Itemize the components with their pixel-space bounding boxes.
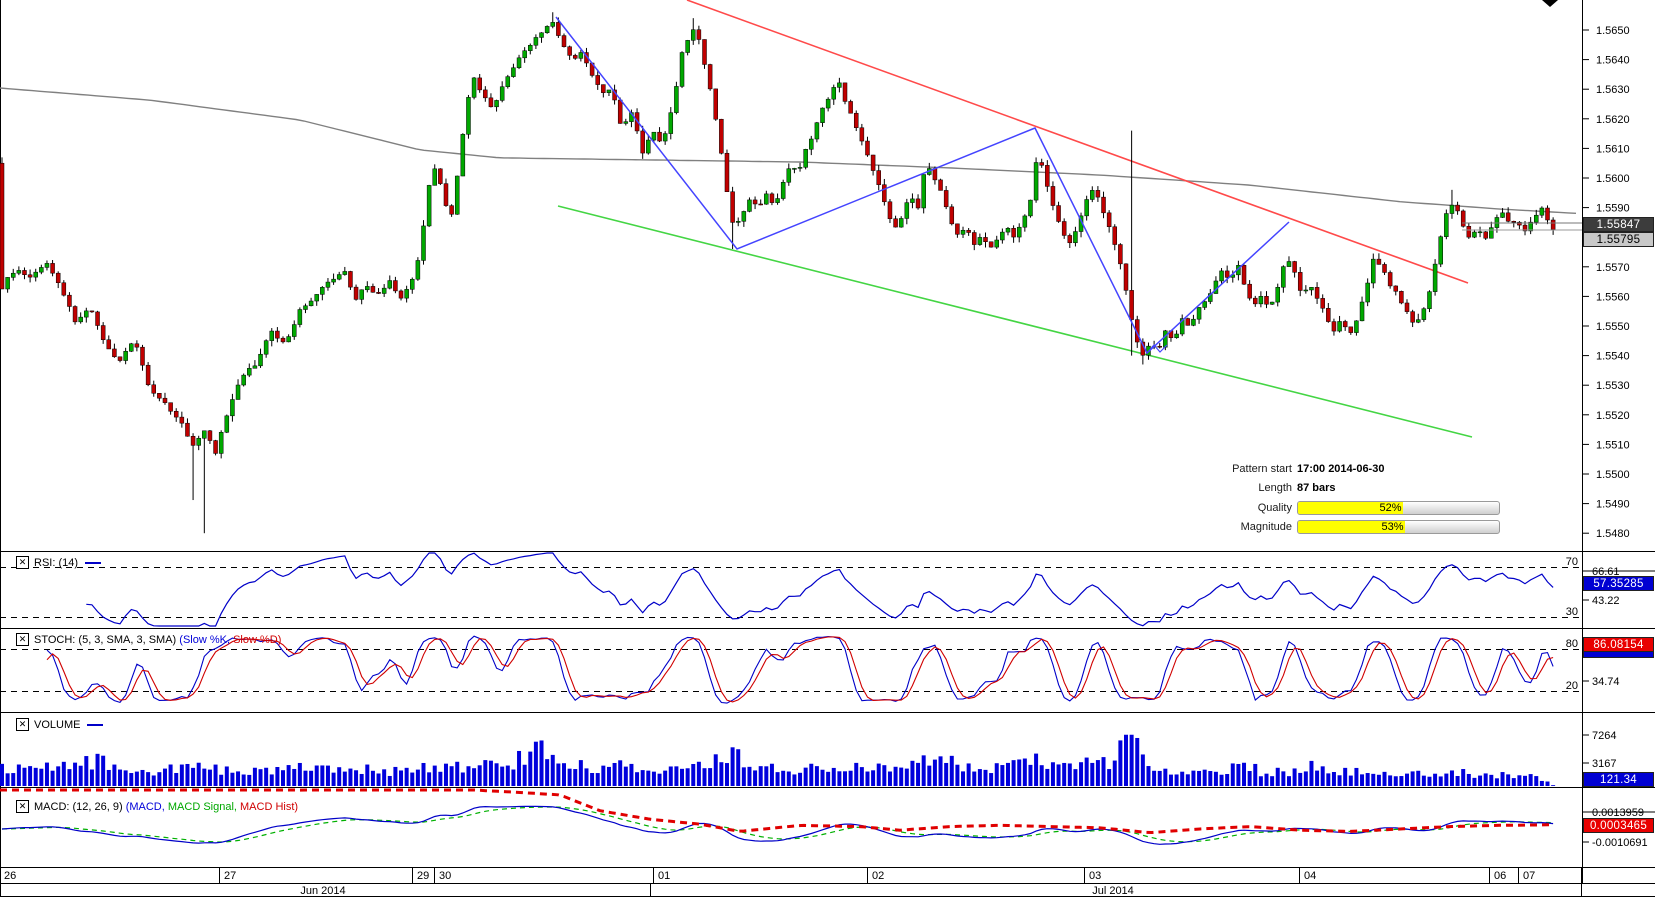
svg-text:1.5510: 1.5510 (1596, 439, 1630, 451)
ask-price-box: 1.55847 (1583, 217, 1654, 232)
price-axis[interactable]: 1.5650 1.5640 1.5630 1.5620 1.5610 1.5600 1.55… (1582, 25, 1655, 849)
candlesticks (0, 12, 1556, 534)
macd-line (1, 805, 1554, 845)
checkbox-x-icon: ✕ (18, 801, 27, 811)
rsi-line (86, 552, 1554, 627)
macd-visibility-checkbox[interactable]: ✕ (16, 800, 29, 813)
svg-text:06: 06 (1494, 870, 1506, 882)
stoch-d-value-box: 86.08154 (1583, 637, 1654, 652)
stoch-slow-k-line (46, 635, 1554, 704)
rsi-panel-label: ✕ RSI: (14) (16, 556, 102, 569)
volume-panel-label: ✕ VOLUME (16, 718, 104, 731)
pattern-length-label: Length (1258, 482, 1292, 494)
pattern-magnitude-label: Magnitude (1240, 521, 1292, 533)
volume-label-text: VOLUME (34, 718, 81, 731)
svg-text:03: 03 (1089, 870, 1101, 882)
svg-text:1.5630: 1.5630 (1596, 84, 1630, 96)
svg-text:1.5570: 1.5570 (1596, 262, 1630, 274)
svg-text:43.22: 43.22 (1592, 595, 1620, 607)
svg-text:1.5640: 1.5640 (1596, 55, 1630, 67)
svg-text:27: 27 (224, 870, 236, 882)
svg-text:1.5550: 1.5550 (1596, 321, 1630, 333)
pattern-mini-zigzag (1146, 344, 1168, 354)
magnitude-progress-bar: 53% (1297, 520, 1500, 534)
rsi-label-text: RSI: (14) (34, 556, 79, 569)
svg-text:1.5480: 1.5480 (1596, 528, 1630, 540)
pattern-length-value: 87 bars (1297, 482, 1336, 494)
magnitude-bar-fill: 53% (1298, 521, 1405, 533)
svg-text:29: 29 (417, 870, 429, 882)
red-trendline[interactable] (686, 0, 1469, 284)
svg-text:1.5590: 1.5590 (1596, 203, 1630, 215)
svg-text:34.74: 34.74 (1592, 676, 1620, 688)
svg-text:07: 07 (1523, 870, 1535, 882)
svg-text:Jul 2014: Jul 2014 (1092, 885, 1134, 897)
svg-text:1.5530: 1.5530 (1596, 380, 1630, 392)
svg-text:01: 01 (658, 870, 670, 882)
rsi-value-box: 57.35285 (1583, 576, 1654, 591)
svg-text:20: 20 (1566, 680, 1578, 692)
svg-text:30: 30 (439, 870, 451, 882)
volume-bars (0, 734, 1556, 786)
checkbox-x-icon: ✕ (18, 557, 27, 567)
quality-bar-fill: 52% (1298, 502, 1403, 514)
svg-text:70: 70 (1566, 556, 1578, 568)
macd-label-text: MACD: (12, 26, 9) (MACD, MACD Signal, MA… (34, 800, 299, 813)
magnitude-pct-text: 53% (1381, 521, 1404, 533)
svg-text:0.0013959: 0.0013959 (1592, 807, 1644, 819)
green-trendline[interactable] (557, 205, 1473, 438)
svg-text:3167: 3167 (1592, 758, 1616, 770)
bid-price-box: 1.55795 (1583, 232, 1654, 247)
svg-text:1.5500: 1.5500 (1596, 469, 1630, 481)
top-arrow-marker-icon (1542, 0, 1558, 7)
checkbox-x-icon: ✕ (18, 634, 27, 644)
svg-text:1.5650: 1.5650 (1596, 25, 1630, 37)
pattern-quality-label: Quality (1257, 502, 1292, 514)
macd-value-box: 0.0003465 (1583, 818, 1654, 833)
time-axis[interactable]: 26 27 29 30 01 02 03 04 06 07 Jun 2014 Jul 2014 (4, 868, 1582, 897)
svg-text:80: 80 (1566, 638, 1578, 650)
svg-text:-0.0010691: -0.0010691 (1592, 837, 1648, 849)
volume-value-box: 121.34 (1583, 772, 1654, 787)
svg-text:26: 26 (4, 870, 16, 882)
volume-visibility-checkbox[interactable]: ✕ (16, 718, 29, 731)
macd-panel-label: ✕ MACD: (12, 26, 9) (MACD, MACD Signal, … (16, 800, 298, 813)
svg-text:1.5540: 1.5540 (1596, 351, 1630, 363)
svg-text:1.5620: 1.5620 (1596, 114, 1630, 126)
svg-text:1.5520: 1.5520 (1596, 410, 1630, 422)
pattern-zigzag-line[interactable] (555, 16, 1290, 355)
volume-line-sample-icon (87, 723, 104, 726)
rsi-visibility-checkbox[interactable]: ✕ (16, 556, 29, 569)
svg-text:02: 02 (872, 870, 884, 882)
quality-progress-bar: 52% (1297, 501, 1500, 515)
svg-text:1.5600: 1.5600 (1596, 173, 1630, 185)
pattern-start-value: 17:00 2014-06-30 (1297, 463, 1385, 475)
svg-text:30: 30 (1566, 606, 1578, 618)
rsi-line-sample-icon (85, 561, 102, 564)
svg-text:1.5560: 1.5560 (1596, 291, 1630, 303)
stoch-visibility-checkbox[interactable]: ✕ (16, 633, 29, 646)
macd-histogram-line (0, 788, 1554, 835)
stoch-label-text: STOCH: (5, 3, SMA, 3, SMA) (Slow %K, Slo… (34, 633, 282, 646)
stoch-panel-label: ✕ STOCH: (5, 3, SMA, 3, SMA) (Slow %K, S… (16, 633, 281, 646)
svg-text:04: 04 (1304, 870, 1316, 882)
checkbox-x-icon: ✕ (18, 719, 27, 729)
svg-text:1.5490: 1.5490 (1596, 499, 1630, 511)
moving-average-line (0, 87, 1577, 214)
stoch-slow-d-line (46, 636, 1554, 703)
quality-pct-text: 52% (1379, 502, 1402, 514)
svg-text:1.5610: 1.5610 (1596, 143, 1630, 155)
svg-text:Jun 2014: Jun 2014 (300, 885, 345, 897)
svg-text:66.61: 66.61 (1592, 566, 1620, 578)
pattern-start-label: Pattern start (1232, 463, 1292, 475)
indicator-level-lines: 70 30 80 20 (0, 556, 1580, 692)
svg-text:7264: 7264 (1592, 730, 1616, 742)
